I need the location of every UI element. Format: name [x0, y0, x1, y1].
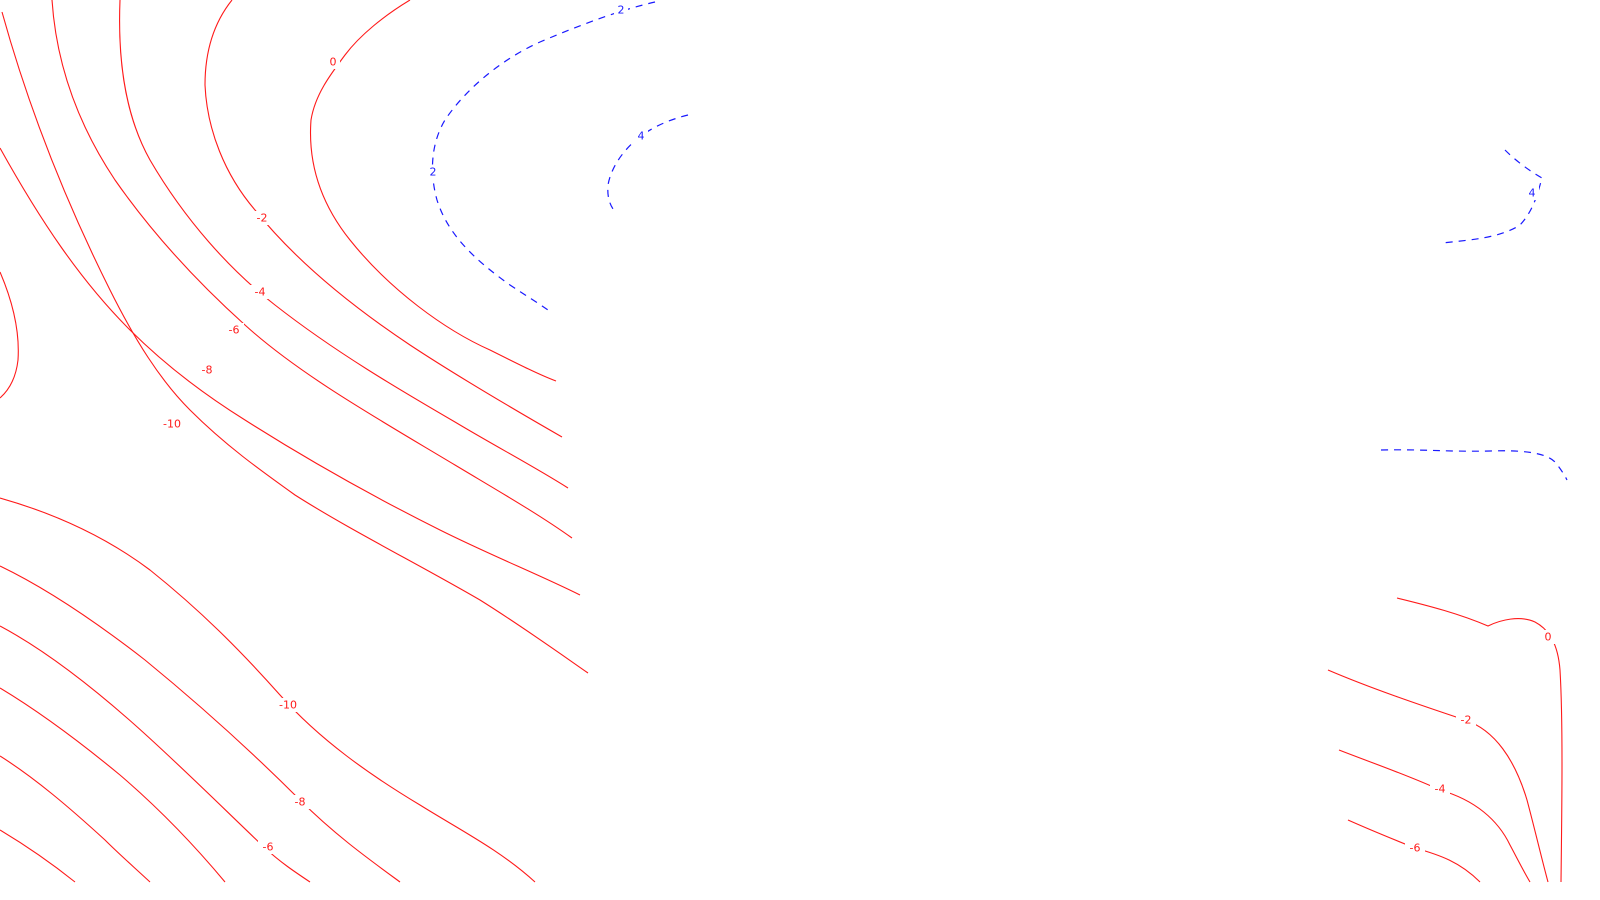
contour-label-plus4-right: 4	[1525, 186, 1539, 200]
contour-line-lower-5	[0, 755, 151, 883]
contour-label-plus2-top: 2	[614, 3, 628, 17]
contour-label-plus2-left: 2	[426, 165, 440, 179]
contour-line-minus8-upper	[0, 147, 581, 596]
svg-text:2: 2	[430, 166, 437, 179]
svg-text:-6: -6	[229, 324, 240, 337]
contour-line-minus6-lower	[0, 625, 311, 883]
svg-text:-6: -6	[263, 841, 274, 854]
svg-text:-8: -8	[295, 796, 306, 809]
contour-line-plus4-top	[607, 114, 689, 213]
contour-line-minus10-lower	[0, 497, 536, 883]
svg-text:0: 0	[330, 56, 337, 69]
contour-label-minus4-top: -4	[250, 285, 270, 299]
contour-line-lower-6	[0, 829, 76, 883]
svg-text:-10: -10	[163, 418, 181, 431]
contour-line-small-left	[0, 271, 19, 399]
contour-line-minus4-right	[1338, 749, 1531, 883]
contour-line-minus4-upper	[119, 0, 569, 489]
contour-label-minus8-top: -8	[197, 363, 217, 377]
svg-text:-2: -2	[1461, 714, 1472, 727]
contour-line-minus2-upper	[204, 0, 563, 438]
svg-text:4: 4	[638, 130, 645, 143]
contour-label-minus6-right: -6	[1405, 841, 1425, 855]
contour-label-plus4-top: 4	[634, 129, 648, 143]
contour-line-0-upper	[309, 0, 557, 382]
svg-text:-10: -10	[279, 699, 297, 712]
contour-label-minus10-bottom: -10	[275, 698, 301, 712]
contour-label-minus6-bottom: -6	[258, 840, 278, 854]
contour-label-minus2-right: -2	[1456, 713, 1476, 727]
contour-line-plus2-right	[1380, 449, 1568, 481]
svg-text:4: 4	[1529, 187, 1536, 200]
contour-line-lower-4	[0, 687, 226, 883]
contour-line-minus2-right	[1327, 669, 1549, 883]
contour-label-minus10-top: -10	[159, 417, 185, 431]
contour-line-0-right	[1396, 597, 1563, 883]
contour-label-minus6-top: -6	[224, 323, 244, 337]
svg-text:-8: -8	[202, 364, 213, 377]
svg-text:-6: -6	[1410, 842, 1421, 855]
contour-line-minus8-lower	[0, 565, 401, 883]
svg-text:-4: -4	[1435, 783, 1446, 796]
contour-line-plus2-top	[431, 1, 656, 311]
contour-label-minus8-bottom: -8	[290, 795, 310, 809]
svg-text:2: 2	[618, 4, 625, 17]
contour-label-0-right: 0	[1541, 630, 1555, 644]
contour-line-minus10-upper	[1, 11, 589, 674]
svg-text:0: 0	[1545, 631, 1552, 644]
contour-label-minus4-right: -4	[1430, 782, 1450, 796]
svg-text:-4: -4	[255, 286, 266, 299]
contour-label-0-top: 0	[326, 55, 340, 69]
contour-line-minus6-upper	[51, 0, 573, 539]
svg-text:-2: -2	[257, 212, 268, 225]
contour-label-minus2-top: -2	[252, 211, 272, 225]
